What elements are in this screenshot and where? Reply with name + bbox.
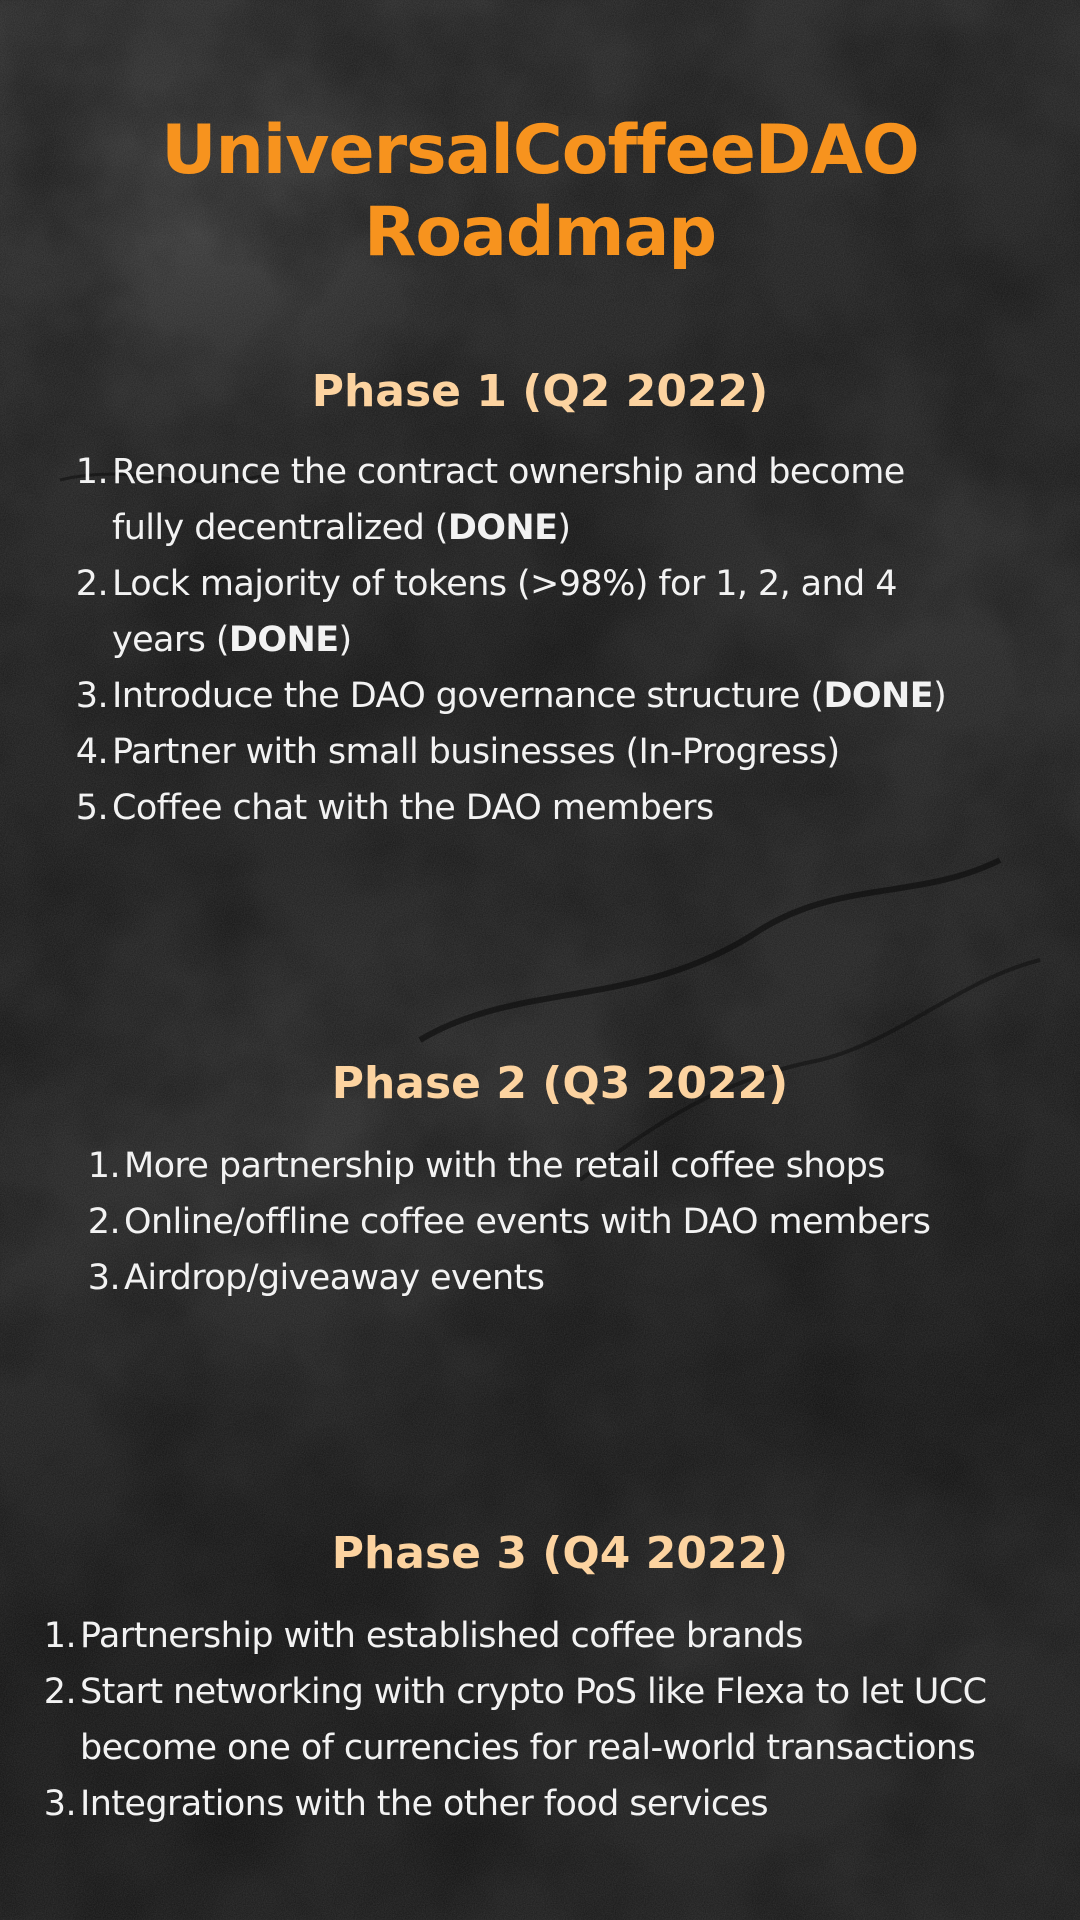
status-done: DONE [823,676,934,716]
status-done: DONE [447,508,558,548]
list-item-number: 3. [75,676,109,716]
list-item: 4. Partner with small businesses (In-Pro… [76,724,1012,780]
list-item-number: 3. [87,1258,121,1298]
list-item-text-line-1: Start networking with crypto PoS like Fl… [80,1672,987,1712]
status-done: DONE [228,620,339,660]
list-item-number: 1. [43,1616,77,1656]
list-item: 1. Partnership with established coffee b… [44,1608,1060,1664]
list-item-text: Partnership with established coffee bran… [80,1616,804,1656]
list-item-number: 5. [75,788,109,828]
list-item-text: Online/offline coffee events with DAO me… [124,1202,931,1242]
page-title-line-2: Roadmap [363,193,717,272]
page-title: UniversalCoffeeDAO Roadmap [0,110,1080,274]
list-item-number: 2. [43,1672,77,1712]
list-item-text-line-2: years (DONE) [112,620,352,660]
phase-2-heading: Phase 2 (Q3 2022) [331,1058,789,1109]
phase-3-heading: Phase 3 (Q4 2022) [331,1528,789,1579]
phase-2-list: 1. More partnership with the retail coff… [88,1138,1024,1306]
list-item: 5. Coffee chat with the DAO members [76,780,1012,836]
list-item-number: 2. [87,1202,121,1242]
list-item: 3. Airdrop/giveaway events [88,1250,1024,1306]
list-item-text: Airdrop/giveaway events [124,1258,545,1298]
list-item-number: 1. [87,1146,121,1186]
phase-1-list: 1. Renounce the contract ownership and b… [76,444,1012,836]
list-item: 2. Start networking with crypto PoS like… [44,1664,1060,1776]
list-item-number: 3. [43,1784,77,1824]
list-item-text-line-2: fully decentralized (DONE) [112,508,571,548]
page-title-line-1: UniversalCoffeeDAO [161,111,920,190]
list-item-text-line-1: Lock majority of tokens (>98%) for 1, 2,… [112,564,897,604]
list-item-text: Partner with small businesses (In-Progre… [112,732,840,772]
list-item-number: 4. [75,732,109,772]
list-item: 3. Introduce the DAO governance structur… [76,668,1012,724]
list-item-number: 1. [75,452,109,492]
list-item: 3. Integrations with the other food serv… [44,1776,1060,1832]
list-item-text: More partnership with the retail coffee … [124,1146,885,1186]
phase-3-list: 1. Partnership with established coffee b… [44,1608,1060,1832]
list-item-text: Introduce the DAO governance structure (… [112,676,947,716]
list-item-text-line-2: become one of currencies for real-world … [80,1728,976,1768]
list-item-text-line-1: Renounce the contract ownership and beco… [112,452,905,492]
list-item-text: Integrations with the other food service… [80,1784,769,1824]
phase-1-heading: Phase 1 (Q2 2022) [311,366,769,417]
list-item-text: Coffee chat with the DAO members [112,788,714,828]
list-item-number: 2. [75,564,109,604]
list-item: 1. More partnership with the retail coff… [88,1138,1024,1194]
list-item: 2. Lock majority of tokens (>98%) for 1,… [76,556,1012,668]
list-item: 2. Online/offline coffee events with DAO… [88,1194,1024,1250]
list-item: 1. Renounce the contract ownership and b… [76,444,1012,556]
